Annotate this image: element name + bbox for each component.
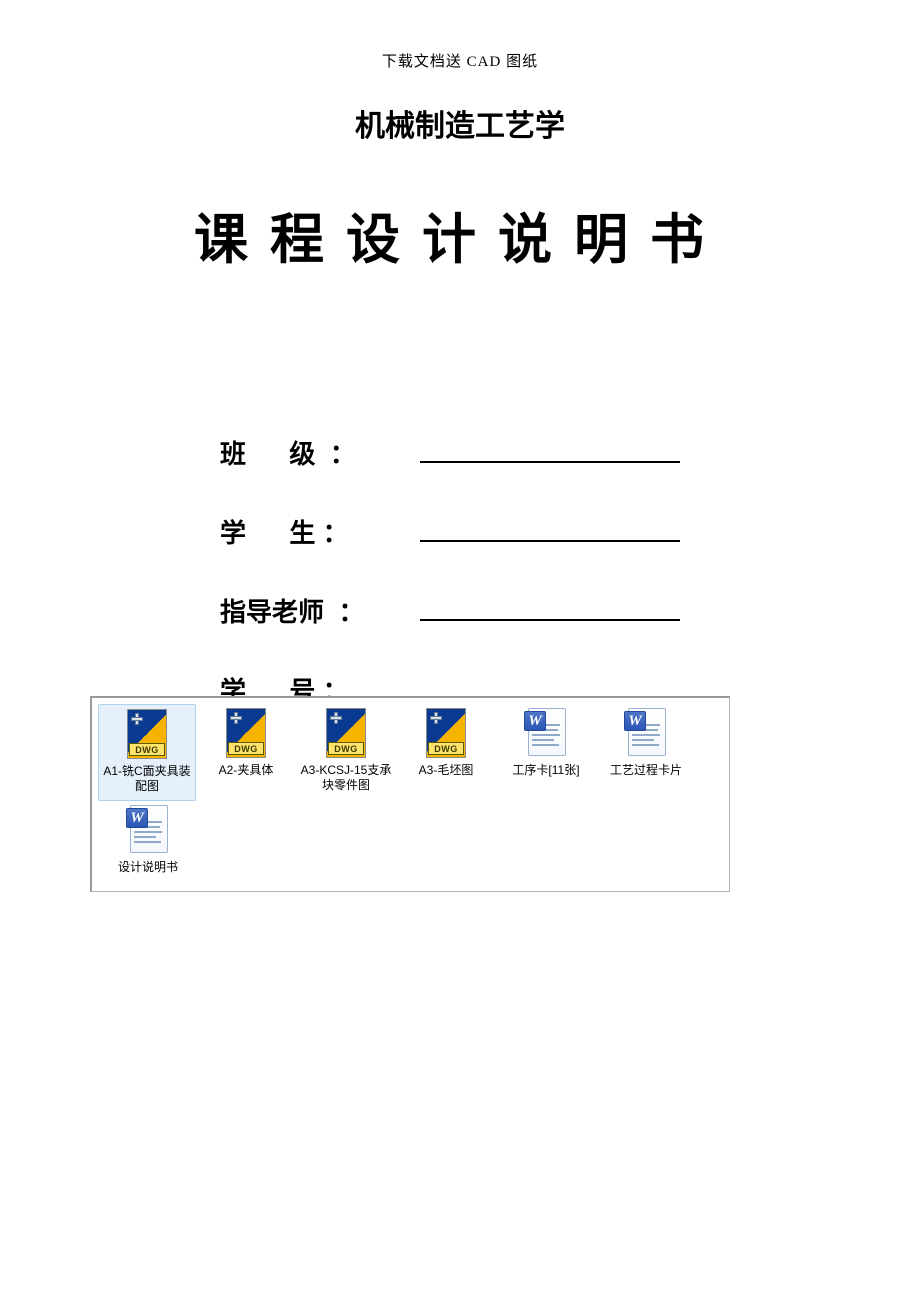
cover-form: 班 级 ： 学 生 ： 指导老师 ： 学 号 ： xyxy=(220,434,830,708)
file-label: A1-铣C面夹具装配图 xyxy=(101,764,193,794)
file-item[interactable]: W 工序卡[11张] xyxy=(496,704,596,801)
file-item[interactable]: DWGA3-KCSJ-15支承块零件图 xyxy=(296,704,396,801)
file-item[interactable]: DWG A3-毛坯图 xyxy=(396,704,496,801)
form-blank xyxy=(420,599,680,621)
dwg-file-icon: DWG xyxy=(320,708,372,760)
file-item[interactable]: W 设计说明书 xyxy=(98,801,198,881)
form-blank xyxy=(420,520,680,542)
file-grid: DWGA1-铣C面夹具装配图DWGA2-夹具体DWGA3-KCSJ-15支承块零… xyxy=(98,704,723,881)
file-label: 工序卡[11张] xyxy=(512,763,579,778)
file-item[interactable]: W 工艺过程卡片 xyxy=(596,704,696,801)
header-note: 下载文档送 CAD 图纸 xyxy=(90,50,830,71)
file-item[interactable]: DWG A2-夹具体 xyxy=(196,704,296,801)
dwg-file-icon: DWG xyxy=(420,708,472,760)
file-label: 工艺过程卡片 xyxy=(610,763,682,778)
form-label: 班 级 ： xyxy=(220,434,410,471)
document-page: 下载文档送 CAD 图纸 机械制造工艺学 课程设计说明书 班 级 ： 学 生 ：… xyxy=(0,0,920,708)
form-label: 学 生 ： xyxy=(220,513,410,550)
word-file-icon: W xyxy=(122,805,174,857)
file-label: A3-毛坯图 xyxy=(419,763,474,778)
main-title: 课程设计说明书 xyxy=(90,195,830,274)
word-file-icon: W xyxy=(620,708,672,760)
form-row-class: 班 级 ： xyxy=(220,434,830,471)
file-label: 设计说明书 xyxy=(118,860,178,875)
file-explorer-panel: DWGA1-铣C面夹具装配图DWGA2-夹具体DWGA3-KCSJ-15支承块零… xyxy=(90,696,730,892)
form-blank xyxy=(420,441,680,463)
word-file-icon: W xyxy=(520,708,572,760)
form-row-student: 学 生 ： xyxy=(220,513,830,550)
file-item[interactable]: DWGA1-铣C面夹具装配图 xyxy=(98,704,196,801)
form-label: 指导老师 ： xyxy=(220,592,410,629)
form-row-teacher: 指导老师 ： xyxy=(220,592,830,629)
subtitle: 机械制造工艺学 xyxy=(90,101,830,145)
file-label: A3-KCSJ-15支承块零件图 xyxy=(300,763,392,793)
dwg-file-icon: DWG xyxy=(121,709,173,761)
file-label: A2-夹具体 xyxy=(219,763,274,778)
dwg-file-icon: DWG xyxy=(220,708,272,760)
